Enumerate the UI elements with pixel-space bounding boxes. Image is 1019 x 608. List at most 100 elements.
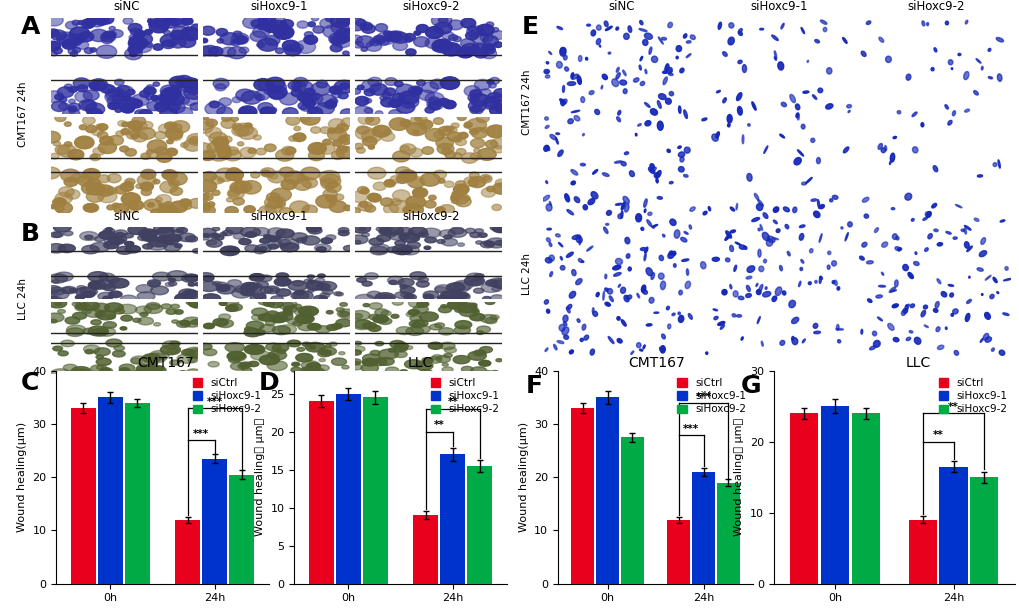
Circle shape bbox=[90, 82, 102, 90]
Circle shape bbox=[292, 321, 302, 326]
Circle shape bbox=[339, 83, 348, 89]
Circle shape bbox=[470, 313, 484, 321]
Circle shape bbox=[166, 94, 184, 106]
Circle shape bbox=[284, 171, 304, 184]
Ellipse shape bbox=[814, 280, 816, 283]
Circle shape bbox=[471, 309, 477, 313]
Circle shape bbox=[202, 275, 214, 282]
Y-axis label: Wound healing(μm): Wound healing(μm) bbox=[16, 422, 26, 533]
Ellipse shape bbox=[980, 66, 982, 70]
Text: LLC 24h: LLC 24h bbox=[522, 254, 532, 295]
Circle shape bbox=[268, 353, 276, 357]
Ellipse shape bbox=[944, 105, 948, 109]
Circle shape bbox=[116, 131, 124, 136]
Circle shape bbox=[469, 303, 477, 307]
Circle shape bbox=[425, 38, 441, 49]
Circle shape bbox=[149, 22, 155, 26]
Circle shape bbox=[364, 98, 371, 103]
Circle shape bbox=[186, 134, 205, 145]
Circle shape bbox=[473, 350, 486, 356]
Circle shape bbox=[267, 81, 286, 94]
Circle shape bbox=[391, 94, 406, 102]
Circle shape bbox=[306, 363, 320, 370]
Ellipse shape bbox=[801, 124, 804, 129]
Circle shape bbox=[217, 178, 224, 183]
Circle shape bbox=[106, 88, 126, 101]
Circle shape bbox=[475, 350, 484, 354]
Bar bbox=[70, 408, 96, 584]
Circle shape bbox=[168, 282, 176, 286]
Ellipse shape bbox=[711, 257, 718, 261]
Circle shape bbox=[380, 132, 394, 141]
Circle shape bbox=[410, 89, 421, 96]
Circle shape bbox=[386, 232, 395, 237]
Circle shape bbox=[340, 109, 354, 118]
Circle shape bbox=[468, 100, 486, 112]
Circle shape bbox=[167, 172, 186, 185]
Circle shape bbox=[357, 278, 366, 282]
Circle shape bbox=[213, 319, 228, 326]
Circle shape bbox=[452, 136, 462, 142]
Ellipse shape bbox=[742, 64, 746, 72]
Circle shape bbox=[375, 24, 387, 32]
Circle shape bbox=[172, 230, 183, 235]
Circle shape bbox=[244, 328, 261, 337]
Ellipse shape bbox=[646, 219, 651, 227]
Bar bbox=[820, 406, 848, 584]
Circle shape bbox=[399, 120, 411, 127]
Circle shape bbox=[492, 225, 506, 232]
Circle shape bbox=[227, 304, 243, 311]
Circle shape bbox=[83, 117, 95, 125]
Circle shape bbox=[251, 351, 270, 360]
Circle shape bbox=[91, 365, 104, 371]
Ellipse shape bbox=[952, 237, 956, 240]
Circle shape bbox=[365, 116, 379, 125]
Circle shape bbox=[433, 118, 443, 125]
Ellipse shape bbox=[650, 273, 654, 280]
Circle shape bbox=[338, 227, 348, 233]
Circle shape bbox=[158, 124, 173, 133]
Circle shape bbox=[87, 182, 105, 195]
Circle shape bbox=[380, 198, 393, 206]
Circle shape bbox=[437, 143, 453, 154]
Circle shape bbox=[61, 286, 76, 294]
Ellipse shape bbox=[964, 109, 969, 112]
Circle shape bbox=[182, 317, 203, 327]
Text: LLC: LLC bbox=[407, 356, 432, 370]
Ellipse shape bbox=[549, 272, 552, 277]
Ellipse shape bbox=[877, 143, 881, 150]
Ellipse shape bbox=[799, 268, 802, 271]
Ellipse shape bbox=[889, 287, 895, 292]
Ellipse shape bbox=[935, 326, 940, 332]
Circle shape bbox=[384, 88, 395, 95]
Circle shape bbox=[261, 170, 270, 176]
Circle shape bbox=[390, 314, 398, 318]
Circle shape bbox=[351, 359, 361, 364]
Circle shape bbox=[146, 367, 161, 374]
Ellipse shape bbox=[562, 55, 567, 60]
Ellipse shape bbox=[923, 325, 927, 328]
Ellipse shape bbox=[705, 352, 707, 354]
Ellipse shape bbox=[656, 101, 660, 108]
Circle shape bbox=[309, 107, 322, 116]
Ellipse shape bbox=[746, 285, 750, 291]
Circle shape bbox=[162, 18, 178, 28]
Ellipse shape bbox=[665, 64, 668, 71]
Circle shape bbox=[368, 77, 381, 86]
Circle shape bbox=[284, 306, 298, 312]
Circle shape bbox=[303, 98, 316, 107]
Circle shape bbox=[209, 47, 222, 56]
Ellipse shape bbox=[564, 67, 568, 71]
Ellipse shape bbox=[800, 260, 803, 263]
Circle shape bbox=[53, 198, 66, 207]
Circle shape bbox=[119, 368, 129, 373]
Circle shape bbox=[195, 283, 201, 286]
Ellipse shape bbox=[897, 111, 900, 114]
Ellipse shape bbox=[822, 27, 826, 32]
Circle shape bbox=[153, 272, 170, 281]
Circle shape bbox=[259, 206, 276, 217]
Ellipse shape bbox=[701, 118, 706, 121]
Circle shape bbox=[156, 236, 171, 243]
Circle shape bbox=[136, 184, 143, 188]
Ellipse shape bbox=[560, 100, 564, 106]
